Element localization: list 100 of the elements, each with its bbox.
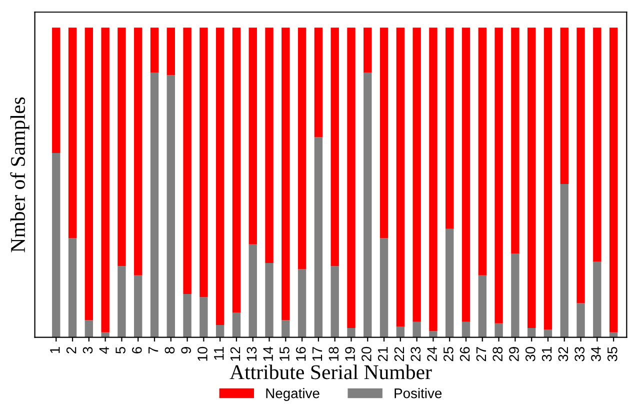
- bar: [446, 228, 454, 338]
- bar: [364, 72, 372, 338]
- x-tick-label: 26: [460, 346, 470, 362]
- bar: [494, 28, 503, 324]
- bar: [314, 137, 323, 338]
- x-tick-label: 8: [164, 346, 175, 354]
- bar: [216, 324, 224, 338]
- x-tick-label: 31: [542, 347, 552, 362]
- x-tick-label: 24: [427, 346, 437, 362]
- x-tick-label: 18: [328, 346, 339, 361]
- bar: [150, 72, 159, 338]
- x-tick-label: 21: [378, 347, 388, 362]
- bar: [265, 263, 274, 338]
- bar: [593, 28, 602, 262]
- bar: [298, 28, 306, 270]
- bar: [232, 28, 241, 313]
- x-tick-label: 16: [296, 346, 306, 361]
- bar: [544, 28, 552, 330]
- bar: [150, 28, 159, 73]
- bar: [200, 297, 208, 338]
- x-tick-label: 1: [50, 347, 60, 354]
- x-tick-label: 25: [444, 346, 454, 362]
- legend-label: Negative: [266, 388, 320, 401]
- x-tick-label: 23: [410, 346, 421, 362]
- x-tick-label: 22: [394, 347, 404, 362]
- bar: [527, 328, 536, 338]
- bar: [330, 266, 339, 338]
- bar: [396, 326, 405, 338]
- bar: [380, 28, 388, 238]
- legend-label: Positive: [394, 388, 442, 398]
- bar: [166, 28, 175, 76]
- bar: [101, 28, 110, 332]
- bar: [396, 28, 405, 326]
- x-tick-label: 35: [607, 346, 618, 362]
- bar: [52, 153, 60, 338]
- x-tick-label: 10: [198, 346, 208, 361]
- x-tick-label: 15: [280, 346, 290, 361]
- bar: [429, 28, 438, 332]
- bar: [412, 322, 421, 338]
- x-tick-label: 20: [362, 346, 372, 362]
- bar: [282, 28, 290, 320]
- bar: [429, 331, 438, 338]
- bar: [560, 184, 568, 338]
- x-tick-label: 27: [476, 347, 486, 362]
- bar: [527, 28, 536, 328]
- x-tick-label: 3: [82, 346, 93, 354]
- x-tick-label: 6: [132, 346, 142, 354]
- bar: [52, 28, 60, 154]
- x-axis-title: Attribute Serial Number: [230, 364, 432, 380]
- bar: [232, 312, 241, 338]
- x-tick-label: 28: [492, 346, 503, 362]
- bar: [446, 28, 454, 229]
- bar: [347, 328, 356, 338]
- bar: [462, 28, 470, 322]
- bar: [84, 28, 94, 320]
- bar: [576, 303, 585, 338]
- x-tick-label: 4: [99, 346, 109, 354]
- bar: [576, 28, 585, 304]
- bar: [511, 28, 520, 254]
- bar: [68, 238, 77, 338]
- x-tick-label: 9: [181, 347, 192, 354]
- bar: [134, 28, 142, 276]
- bar: [462, 322, 470, 338]
- bar: [166, 75, 175, 338]
- bar: [84, 320, 94, 338]
- bar: [282, 320, 290, 338]
- bar: [364, 28, 372, 73]
- bar: [265, 28, 274, 264]
- x-tick-label: 5: [116, 346, 126, 354]
- bar: [511, 254, 520, 338]
- bar: [216, 28, 224, 325]
- x-tick-label: 11: [214, 347, 224, 360]
- bar: [298, 269, 306, 338]
- bar: [118, 266, 126, 338]
- bar: [478, 275, 486, 338]
- bar: [330, 28, 339, 266]
- bar: [380, 238, 388, 338]
- bar: [478, 28, 486, 276]
- bar: [560, 28, 568, 184]
- x-tick-label: 7: [148, 347, 158, 354]
- x-tick-label: 19: [345, 347, 355, 361]
- x-tick-label: 17: [312, 347, 322, 361]
- bar: [347, 28, 356, 328]
- x-tick-label: 2: [66, 347, 76, 354]
- x-tick-label: 12: [230, 347, 240, 361]
- bar: [118, 28, 126, 266]
- x-tick-label: 34: [591, 346, 601, 362]
- bar: [494, 323, 503, 338]
- bar: [314, 28, 323, 138]
- bar: [609, 28, 618, 332]
- x-tick-label: 33: [574, 346, 584, 362]
- bar: [183, 28, 192, 294]
- x-tick-label: 32: [558, 347, 568, 362]
- bar: [183, 294, 192, 338]
- bar: [248, 244, 257, 338]
- x-tick-label: 14: [263, 346, 273, 361]
- bar: [412, 28, 421, 322]
- y-axis-title: Nmber of Samples: [10, 97, 30, 252]
- bar: [68, 28, 77, 238]
- bar: [101, 332, 110, 338]
